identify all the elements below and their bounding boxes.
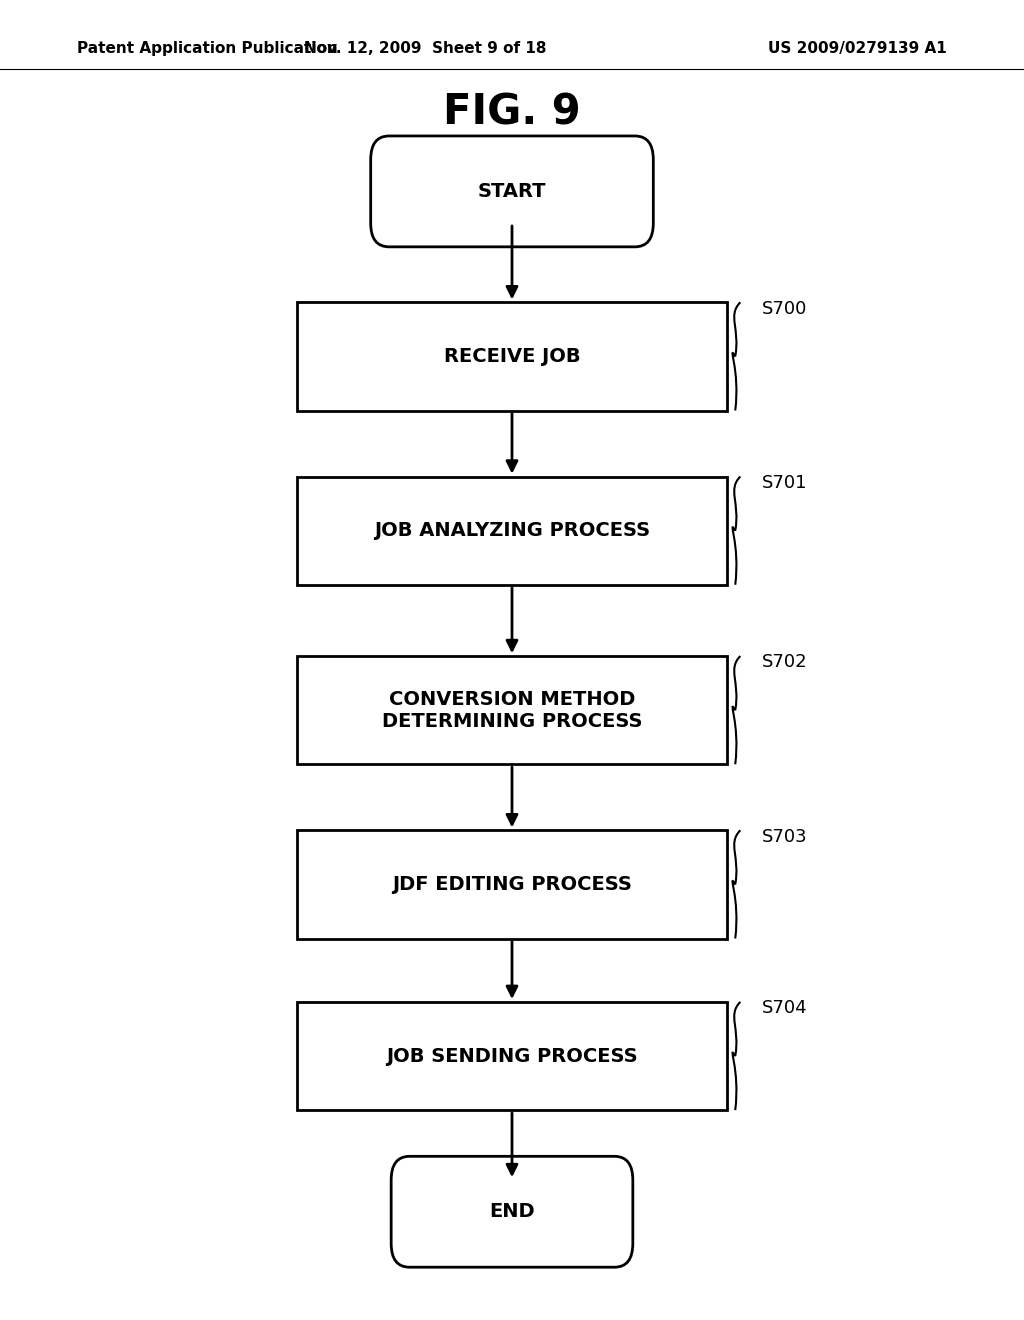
FancyBboxPatch shape [371, 136, 653, 247]
Text: US 2009/0279139 A1: US 2009/0279139 A1 [768, 41, 947, 57]
Text: Nov. 12, 2009  Sheet 9 of 18: Nov. 12, 2009 Sheet 9 of 18 [304, 41, 546, 57]
Text: RECEIVE JOB: RECEIVE JOB [443, 347, 581, 366]
Text: CONVERSION METHOD
DETERMINING PROCESS: CONVERSION METHOD DETERMINING PROCESS [382, 689, 642, 731]
Text: S701: S701 [762, 474, 807, 492]
Bar [297, 302, 727, 411]
Text: START: START [478, 182, 546, 201]
Bar [297, 656, 727, 764]
Bar [297, 1002, 727, 1110]
Bar [297, 477, 727, 585]
FancyBboxPatch shape [391, 1156, 633, 1267]
Text: Patent Application Publication: Patent Application Publication [77, 41, 338, 57]
Text: S704: S704 [762, 999, 808, 1018]
Text: FIG. 9: FIG. 9 [443, 91, 581, 133]
Text: END: END [489, 1203, 535, 1221]
Text: JOB SENDING PROCESS: JOB SENDING PROCESS [386, 1047, 638, 1065]
Text: S703: S703 [762, 828, 808, 846]
Text: S702: S702 [762, 653, 808, 672]
Bar [297, 830, 727, 939]
Text: S700: S700 [762, 300, 807, 318]
Text: JDF EDITING PROCESS: JDF EDITING PROCESS [392, 875, 632, 894]
Text: JOB ANALYZING PROCESS: JOB ANALYZING PROCESS [374, 521, 650, 540]
